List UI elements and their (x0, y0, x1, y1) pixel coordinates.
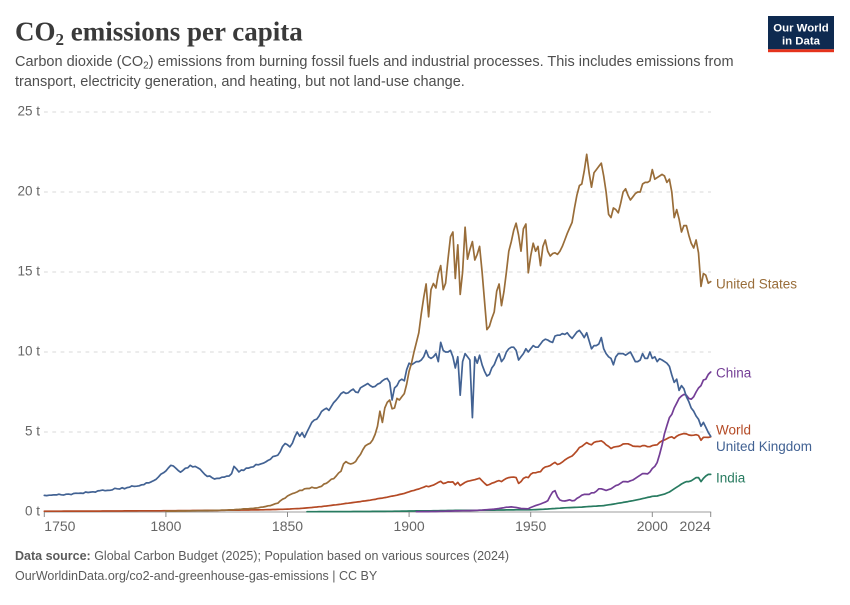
svg-text:China: China (716, 366, 752, 381)
svg-text:Data source: Global Carbon Bud: Data source: Global Carbon Budget (2025)… (15, 549, 509, 563)
svg-text:15 t: 15 t (17, 263, 40, 278)
svg-text:1900: 1900 (394, 518, 425, 534)
svg-text:1850: 1850 (272, 518, 303, 534)
svg-text:2024: 2024 (680, 518, 711, 534)
svg-text:25 t: 25 t (17, 103, 40, 118)
svg-text:CO2 emissions per capita: CO2 emissions per capita (15, 17, 303, 50)
svg-text:Our World: Our World (773, 23, 829, 35)
svg-text:1800: 1800 (150, 518, 181, 534)
svg-text:India: India (716, 471, 746, 486)
svg-text:20 t: 20 t (17, 183, 40, 198)
svg-text:1950: 1950 (515, 518, 546, 534)
svg-text:10 t: 10 t (17, 343, 40, 358)
svg-text:5 t: 5 t (25, 423, 40, 438)
svg-text:World: World (716, 423, 751, 438)
svg-text:2000: 2000 (637, 518, 668, 534)
svg-text:OurWorldinData.org/co2-and-gre: OurWorldinData.org/co2-and-greenhouse-ga… (15, 569, 378, 583)
svg-text:United Kingdom: United Kingdom (716, 439, 812, 454)
svg-text:transport, electricity generat: transport, electricity generation, and h… (15, 74, 465, 90)
svg-text:0 t: 0 t (25, 503, 40, 518)
svg-text:Carbon dioxide (CO2) emissions: Carbon dioxide (CO2) emissions from burn… (15, 54, 734, 72)
svg-text:United States: United States (716, 277, 797, 292)
svg-text:in Data: in Data (782, 36, 821, 48)
svg-text:1750: 1750 (44, 518, 75, 534)
